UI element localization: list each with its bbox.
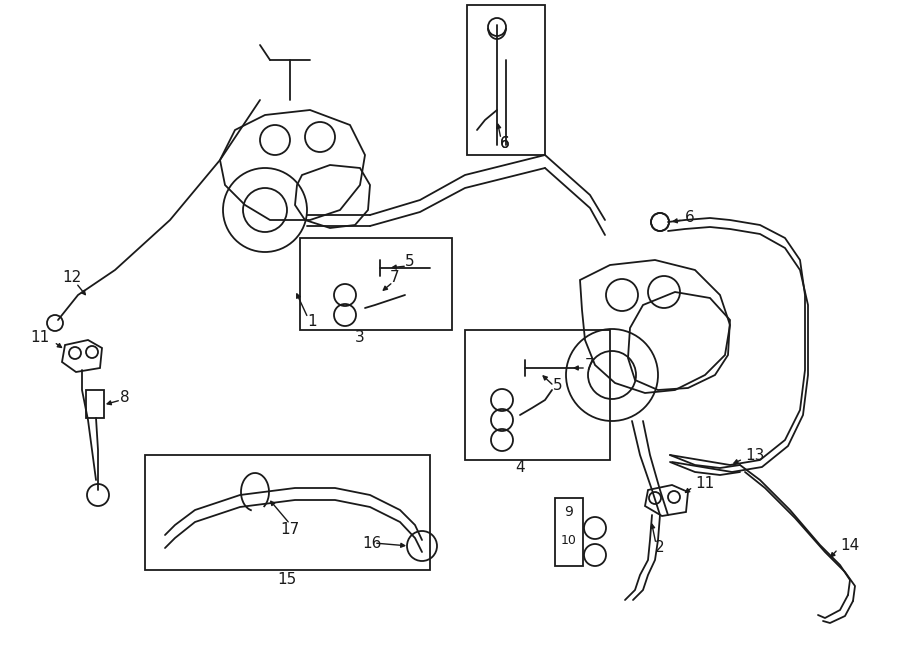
- Bar: [86, 390, 104, 418]
- Text: 6: 6: [685, 210, 695, 225]
- Text: 15: 15: [277, 572, 297, 588]
- Text: 5: 5: [405, 254, 415, 270]
- Text: 4: 4: [515, 461, 525, 475]
- Text: 10: 10: [561, 533, 577, 547]
- Text: 9: 9: [564, 505, 573, 519]
- Text: 7: 7: [391, 270, 400, 286]
- Bar: [467, 5, 545, 155]
- Text: 6: 6: [500, 136, 510, 151]
- Text: 1: 1: [307, 315, 317, 329]
- Bar: [145, 455, 430, 570]
- Text: 17: 17: [281, 522, 300, 537]
- Text: 13: 13: [745, 447, 764, 463]
- Bar: [300, 238, 452, 330]
- Text: 5: 5: [554, 377, 562, 393]
- Text: 16: 16: [362, 535, 382, 551]
- Bar: [555, 498, 583, 566]
- Text: 14: 14: [840, 537, 860, 553]
- Text: 11: 11: [31, 330, 50, 346]
- Text: 6: 6: [500, 136, 510, 151]
- Bar: [465, 330, 610, 460]
- Text: 12: 12: [62, 270, 82, 286]
- Text: 8: 8: [121, 391, 130, 405]
- Text: 3: 3: [356, 330, 364, 346]
- Text: 2: 2: [655, 541, 665, 555]
- Text: 7: 7: [585, 358, 595, 373]
- Text: 11: 11: [695, 477, 715, 492]
